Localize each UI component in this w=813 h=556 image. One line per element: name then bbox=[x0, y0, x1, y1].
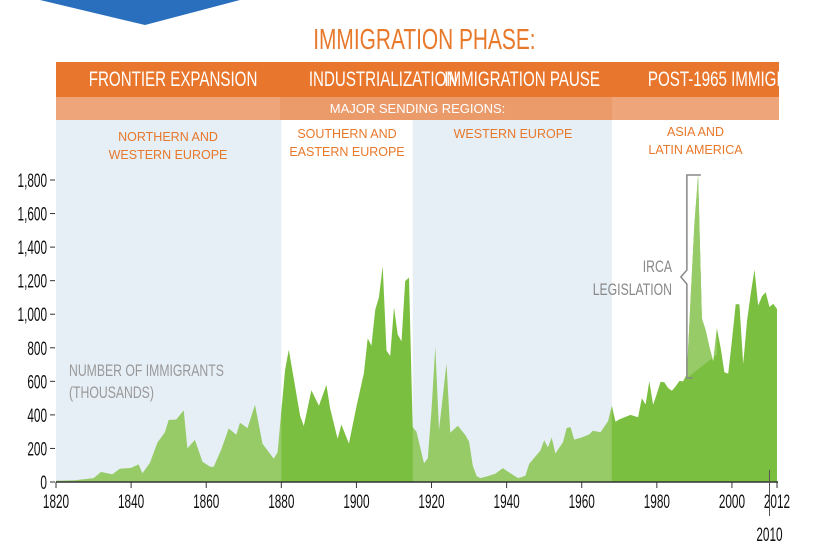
region-asia-latin-america: ASIA AND LATIN AMERICA bbox=[648, 125, 743, 157]
x-tick-label: 1860 bbox=[193, 492, 219, 512]
phase-post-1965: POST-1965 IMMIGRATION bbox=[647, 68, 813, 91]
x-tick-label: 1900 bbox=[343, 492, 369, 512]
irca-label-line1: IRCA bbox=[643, 258, 672, 276]
x-tick-label: 2000 bbox=[719, 492, 745, 512]
x-tick-label-2010: 2010 bbox=[756, 525, 782, 545]
region-southern-eastern-europe: SOUTHERN AND EASTERN EUROPE bbox=[289, 127, 405, 159]
phase-frontier-expansion: FRONTIER EXPANSION bbox=[88, 68, 258, 91]
regions-bar: MAJOR SENDING REGIONS: bbox=[56, 97, 779, 120]
y-tick-label: 1,800 bbox=[18, 171, 48, 191]
irca-label-line2: LEGISLATION bbox=[593, 281, 672, 299]
region-northern-western-europe: NORTHERN AND WESTERN EUROPE bbox=[108, 130, 228, 162]
y-tick-label: 600 bbox=[27, 373, 47, 393]
region-western-europe: WESTERN EUROPE bbox=[453, 127, 573, 141]
x-tick-label: 1880 bbox=[268, 492, 294, 512]
phase-immigration-pause: IMMIGRATION PAUSE bbox=[444, 68, 600, 91]
y-axis-label-line1: NUMBER OF IMMIGRANTS bbox=[69, 362, 224, 380]
y-tick-label: 1,000 bbox=[18, 306, 48, 326]
irca-bracket bbox=[679, 174, 701, 379]
y-tick-label: 200 bbox=[27, 440, 47, 460]
x-tick-label: 1820 bbox=[43, 492, 69, 512]
x-tick-label: 1840 bbox=[118, 492, 144, 512]
x-tick-label: 1960 bbox=[569, 492, 595, 512]
regions-label: MAJOR SENDING REGIONS: bbox=[329, 101, 506, 116]
decorative-chevron bbox=[40, 0, 240, 25]
y-tick-label: 1,200 bbox=[18, 272, 48, 292]
x-tick-label: 1980 bbox=[644, 492, 670, 512]
phase-bar: FRONTIER EXPANSION INDUSTRIALIZATION IMM… bbox=[56, 62, 813, 97]
y-axis-label-line2: (THOUSANDS) bbox=[69, 384, 154, 402]
phase-industrialization: INDUSTRIALIZATION bbox=[308, 68, 458, 91]
x-tick-label: 2012 bbox=[764, 492, 790, 512]
y-tick-label: 400 bbox=[27, 406, 47, 426]
y-tick-label: 0 bbox=[40, 473, 47, 493]
x-tick-label: 1920 bbox=[418, 492, 444, 512]
y-tick-label: 1,600 bbox=[18, 205, 48, 225]
y-tick-label: 800 bbox=[27, 339, 47, 359]
x-tick-label: 1940 bbox=[494, 492, 520, 512]
y-tick-label: 1,400 bbox=[18, 238, 48, 258]
page-title: IMMIGRATION PHASE: bbox=[312, 24, 536, 56]
